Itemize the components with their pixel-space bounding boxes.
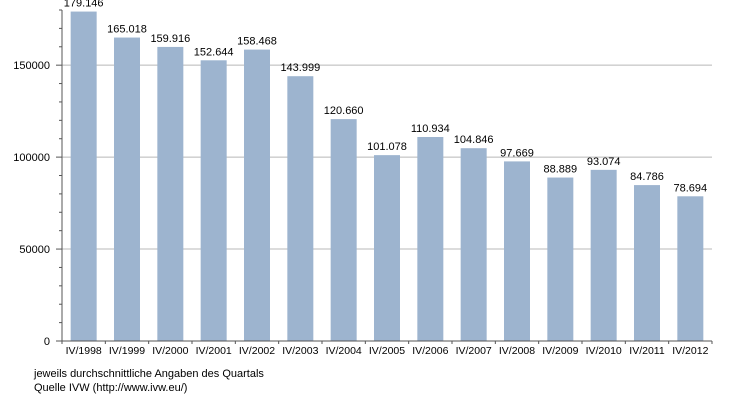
bar-iv-1998 [70, 11, 97, 342]
x-tick-label: IV/2012 [672, 345, 708, 357]
bar-iv-2005 [374, 155, 400, 341]
bar-iv-2004 [330, 119, 357, 342]
bar-iv-2006 [417, 137, 444, 341]
y-tick-label: 150000 [13, 60, 50, 72]
data-label: 97.669 [500, 147, 534, 159]
x-tick-label: IV/2011 [629, 345, 665, 357]
data-label: 179.146 [64, 0, 104, 10]
x-tick-label: IV/2005 [369, 345, 405, 357]
x-tick-label: IV/2004 [326, 345, 362, 357]
x-tick-label: IV/2003 [282, 345, 318, 357]
bar-iv-2010 [590, 169, 617, 341]
data-label: 158.468 [237, 36, 277, 48]
data-label: 152.644 [194, 46, 234, 58]
x-tick-label: IV/2010 [586, 345, 622, 357]
data-label: 93.074 [587, 156, 621, 168]
data-label: 78.694 [674, 182, 708, 194]
y-tick-labels: 0 50000 100000 150000 [13, 60, 50, 348]
bar-iv-1999 [114, 37, 140, 341]
bar-iv-2003 [287, 76, 314, 341]
data-label: 104.846 [454, 134, 494, 146]
bar-iv-2000 [157, 46, 184, 341]
data-label: 143.999 [280, 62, 320, 74]
bar-iv-2007 [460, 148, 487, 341]
bar-iv-2009 [547, 177, 574, 341]
bar-iv-2002 [244, 49, 270, 341]
bar-iv-2011 [634, 185, 660, 341]
y-tick-label: 100000 [13, 152, 50, 164]
bar-iv-2001 [200, 60, 227, 341]
bar-chart: 0 50000 100000 150000 IV/1998 IV/1999 IV/2000… [13, 0, 713, 357]
x-tick-label: IV/1999 [109, 345, 145, 357]
x-tick-label: IV/2006 [412, 345, 448, 357]
data-label: 88.889 [544, 164, 578, 176]
axes [56, 9, 713, 344]
data-label: 84.786 [630, 171, 664, 183]
data-label: 159.916 [150, 33, 190, 45]
footnote-source: Quelle IVW (http://www.ivw.eu/) [34, 382, 188, 394]
x-tick-label: IV/1998 [66, 345, 102, 357]
data-label: 101.078 [367, 141, 407, 153]
footnote-average: jeweils durchschnittliche Angaben des Qu… [34, 368, 264, 380]
y-tick-label: 50000 [19, 244, 50, 256]
x-tick-labels: IV/1998 IV/1999 IV/2000 IV/2001 IV/2002 IV/20… [66, 345, 709, 357]
x-tick-label: IV/2009 [542, 345, 578, 357]
x-tick-label: IV/2001 [196, 345, 232, 357]
data-label: 120.660 [324, 105, 364, 117]
x-tick-label: IV/2002 [239, 345, 275, 357]
bars [70, 11, 704, 342]
data-label: 110.934 [411, 123, 450, 135]
x-tick-label: IV/2008 [499, 345, 535, 357]
y-tick-label: 0 [44, 336, 50, 348]
bar-iv-2012 [677, 196, 704, 341]
x-tick-label: IV/2007 [456, 345, 492, 357]
x-tick-label: IV/2000 [152, 345, 188, 357]
bar-iv-2008 [504, 161, 530, 341]
data-label: 165.018 [107, 24, 147, 36]
